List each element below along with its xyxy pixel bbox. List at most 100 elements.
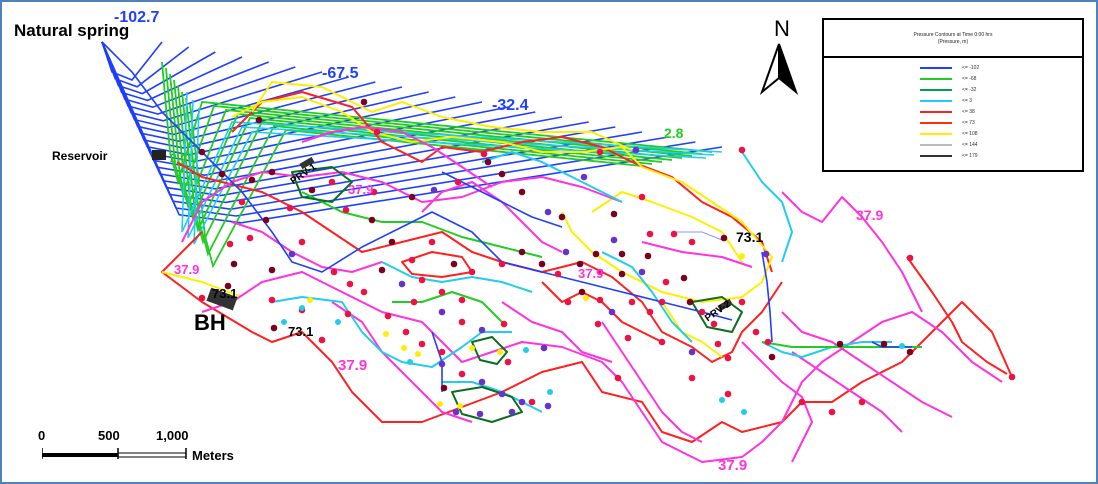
network-node (342, 206, 350, 214)
network-node (558, 213, 566, 221)
junction-marker (899, 343, 905, 349)
cyan-contour-6 (381, 261, 533, 293)
network-node (498, 390, 506, 398)
magenta-contour-10 (231, 221, 383, 273)
blue-contour-line (101, 41, 296, 115)
legend-label: <= -68 (962, 76, 977, 82)
network-node (500, 320, 508, 328)
network-node (646, 230, 654, 238)
network-node (478, 378, 486, 386)
scale-tick-500: 500 (98, 428, 120, 443)
network-node (618, 250, 626, 258)
network-node (504, 358, 512, 366)
junction-marker (741, 409, 747, 415)
yellow-contour-2 (251, 81, 633, 151)
pressure-label-32-4: -32.4 (492, 97, 529, 114)
network-node (373, 128, 381, 136)
network-node (638, 193, 646, 201)
network-node (906, 348, 914, 356)
network-node (658, 298, 666, 306)
network-node (628, 298, 636, 306)
network-node (594, 320, 602, 328)
network-node (262, 216, 270, 224)
magenta-contour-7 (331, 301, 473, 423)
network-node (662, 278, 670, 286)
network-node (480, 150, 488, 158)
network-node (698, 308, 706, 316)
network-node (858, 398, 866, 406)
network-node (646, 308, 654, 316)
network-node (624, 334, 632, 342)
network-node (686, 298, 694, 306)
network-node (580, 173, 588, 181)
cyan-contour-1 (271, 296, 512, 368)
green-pipe-3 (761, 341, 882, 348)
network-node (518, 188, 526, 196)
magenta-contour-4 (781, 191, 923, 313)
network-node (452, 408, 460, 416)
network-node (318, 336, 326, 344)
network-node (670, 230, 678, 238)
network-node (752, 328, 760, 336)
scale-units: Meters (192, 448, 234, 463)
legend-item: <= 108 (920, 130, 1070, 138)
network-node (268, 266, 276, 274)
green-contour-line (161, 61, 713, 186)
network-node (608, 308, 616, 316)
network-node (764, 338, 772, 346)
blue-light-line (672, 231, 723, 241)
network-node (618, 270, 626, 278)
legend-label: <= 108 (962, 131, 978, 137)
magenta-contour-6 (791, 351, 903, 433)
network-node (518, 248, 526, 256)
junction-marker (547, 389, 553, 395)
network-node (688, 348, 696, 356)
pressure-label-37-9-south: 37.9 (338, 357, 367, 374)
network-node (724, 390, 732, 398)
network-node (418, 340, 426, 348)
network-node (255, 116, 263, 124)
legend-label: <= 3 (962, 98, 973, 104)
pressure-label-2-4: 2.4 (170, 151, 187, 165)
junction-marker (497, 349, 503, 355)
junction-marker (719, 397, 725, 403)
network-node (768, 353, 776, 361)
legend-item: <= -32 (920, 86, 1070, 94)
cyan-contour-4 (761, 341, 892, 358)
network-node (344, 310, 352, 318)
network-node (578, 288, 586, 296)
prv-symbol-1 (299, 156, 315, 170)
network-node (906, 254, 914, 262)
darkgreen-loop-3 (691, 296, 743, 333)
network-node (454, 178, 462, 186)
network-node (430, 186, 438, 194)
prv2-label: PRV-2 (703, 299, 733, 325)
legend-swatch (920, 89, 952, 91)
network-node (1008, 373, 1016, 381)
network-node (286, 204, 294, 212)
magenta-contour-12 (741, 341, 813, 463)
network-node (610, 236, 618, 244)
network-node (288, 250, 296, 258)
scale-bar: 0 500 1,000 Meters (38, 428, 278, 468)
junction-marker (457, 403, 463, 409)
network-node (438, 360, 446, 368)
network-node (498, 170, 506, 178)
borehole-label: BH (194, 310, 226, 335)
network-node (644, 252, 652, 260)
network-node (614, 374, 622, 382)
junction-marker (739, 253, 745, 259)
network-node (508, 408, 516, 416)
green-pipe-2 (392, 291, 503, 323)
pressure-label-37-9-bottom: 37.9 (718, 457, 747, 474)
darkgreen-loop-2 (451, 386, 523, 423)
network-node (596, 268, 604, 276)
network-node (268, 168, 276, 176)
network-node (458, 296, 466, 304)
legend-swatch (920, 111, 952, 113)
network-node (268, 296, 276, 304)
network-node (198, 148, 206, 156)
network-node (798, 398, 806, 406)
network-node (880, 340, 888, 348)
